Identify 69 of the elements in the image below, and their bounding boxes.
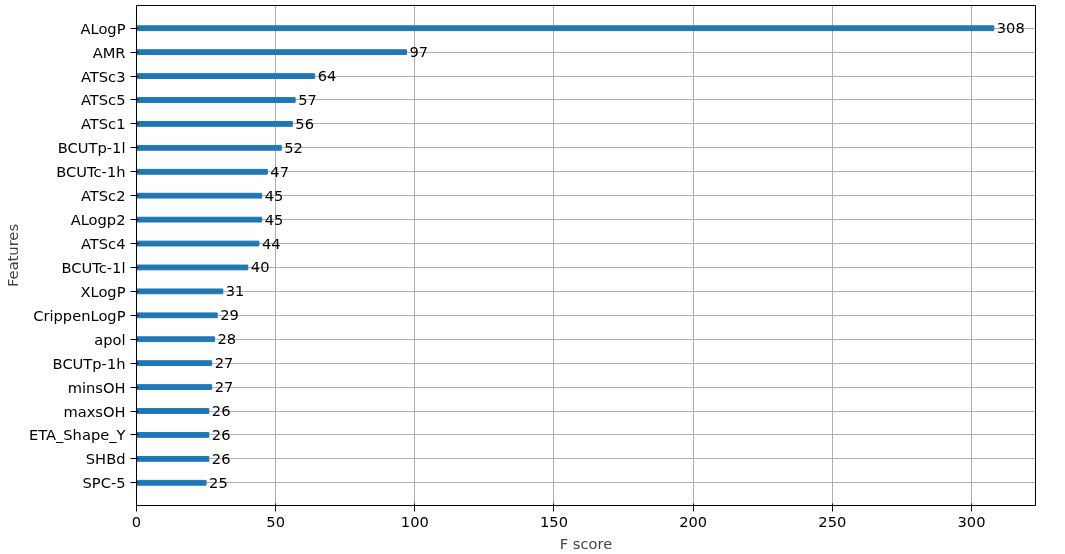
y-tick-label: apol xyxy=(94,330,126,348)
y-tick-label: ALogP xyxy=(80,19,126,37)
data-label: 308 xyxy=(996,19,1025,37)
x-tick-label: 0 xyxy=(131,512,142,530)
data-label: 26 xyxy=(211,402,231,419)
y-tick-label: XLogP xyxy=(80,282,126,300)
y-tick-label: CrippenLogP xyxy=(33,306,126,324)
bar xyxy=(136,168,268,175)
data-label: 26 xyxy=(211,425,231,443)
y-tick-label: BCUTp-1l xyxy=(57,139,126,157)
bar xyxy=(136,264,249,271)
y-tick-label: ATSc1 xyxy=(80,115,126,133)
data-label: 27 xyxy=(214,354,234,372)
x-tick-label: 50 xyxy=(266,512,285,530)
y-tick-label: AMR xyxy=(92,43,126,61)
data-label: 40 xyxy=(250,258,270,276)
bar xyxy=(136,49,407,56)
data-label: 97 xyxy=(409,43,429,61)
bar xyxy=(136,360,213,367)
bar xyxy=(136,144,282,151)
y-tick-label: SPC-5 xyxy=(82,474,126,492)
data-label: 31 xyxy=(225,282,245,300)
data-label: 64 xyxy=(317,67,337,85)
y-tick-label: ETA_Shape_Y xyxy=(28,426,126,444)
bar xyxy=(136,384,213,390)
data-label: 47 xyxy=(270,162,289,180)
data-label: 27 xyxy=(214,378,234,396)
x-axis-title: F score xyxy=(559,534,613,552)
bar xyxy=(136,288,224,295)
y-tick-label: BCUTc-1h xyxy=(56,163,126,181)
x-tick-label: 100 xyxy=(400,512,429,530)
bar xyxy=(136,121,293,127)
y-tick-label: BCUTc-1l xyxy=(61,258,126,276)
data-label: 26 xyxy=(211,449,231,467)
data-label: 45 xyxy=(264,186,284,204)
data-label: 57 xyxy=(298,91,317,108)
y-tick-label: ATSc3 xyxy=(80,67,126,85)
y-tick-label: ATSc5 xyxy=(80,91,126,109)
x-tick-label: 250 xyxy=(818,512,847,530)
y-tick-label: ATSc4 xyxy=(80,235,126,253)
x-tick-label: 300 xyxy=(957,512,986,530)
y-axis-title: Features xyxy=(3,223,21,288)
bar xyxy=(136,240,260,247)
data-label: 44 xyxy=(261,234,281,252)
bar xyxy=(136,455,210,462)
y-tick-label: BCUTp-1h xyxy=(52,354,126,372)
x-tick-label: 150 xyxy=(540,512,568,530)
data-label: 45 xyxy=(264,210,284,228)
bar xyxy=(136,408,210,414)
y-tick-label: SHBd xyxy=(85,450,126,468)
x-tick-label: 200 xyxy=(679,512,708,530)
bar xyxy=(136,73,316,79)
data-label: 25 xyxy=(209,473,228,491)
data-label: 56 xyxy=(295,114,315,132)
bar xyxy=(136,192,263,199)
bar xyxy=(136,312,218,319)
y-tick-label: minsOH xyxy=(67,378,126,396)
data-label: 28 xyxy=(217,330,237,348)
bar xyxy=(136,336,215,343)
data-label: 52 xyxy=(284,138,303,156)
y-tick-label: ALogp2 xyxy=(70,211,126,229)
y-tick-label: ATSc2 xyxy=(80,187,126,205)
bar xyxy=(136,479,207,486)
bar xyxy=(136,25,995,32)
bar xyxy=(136,97,296,103)
y-tick-label: maxsOH xyxy=(63,402,126,420)
data-label: 29 xyxy=(220,306,239,324)
bar xyxy=(136,216,263,223)
bar xyxy=(136,432,210,438)
